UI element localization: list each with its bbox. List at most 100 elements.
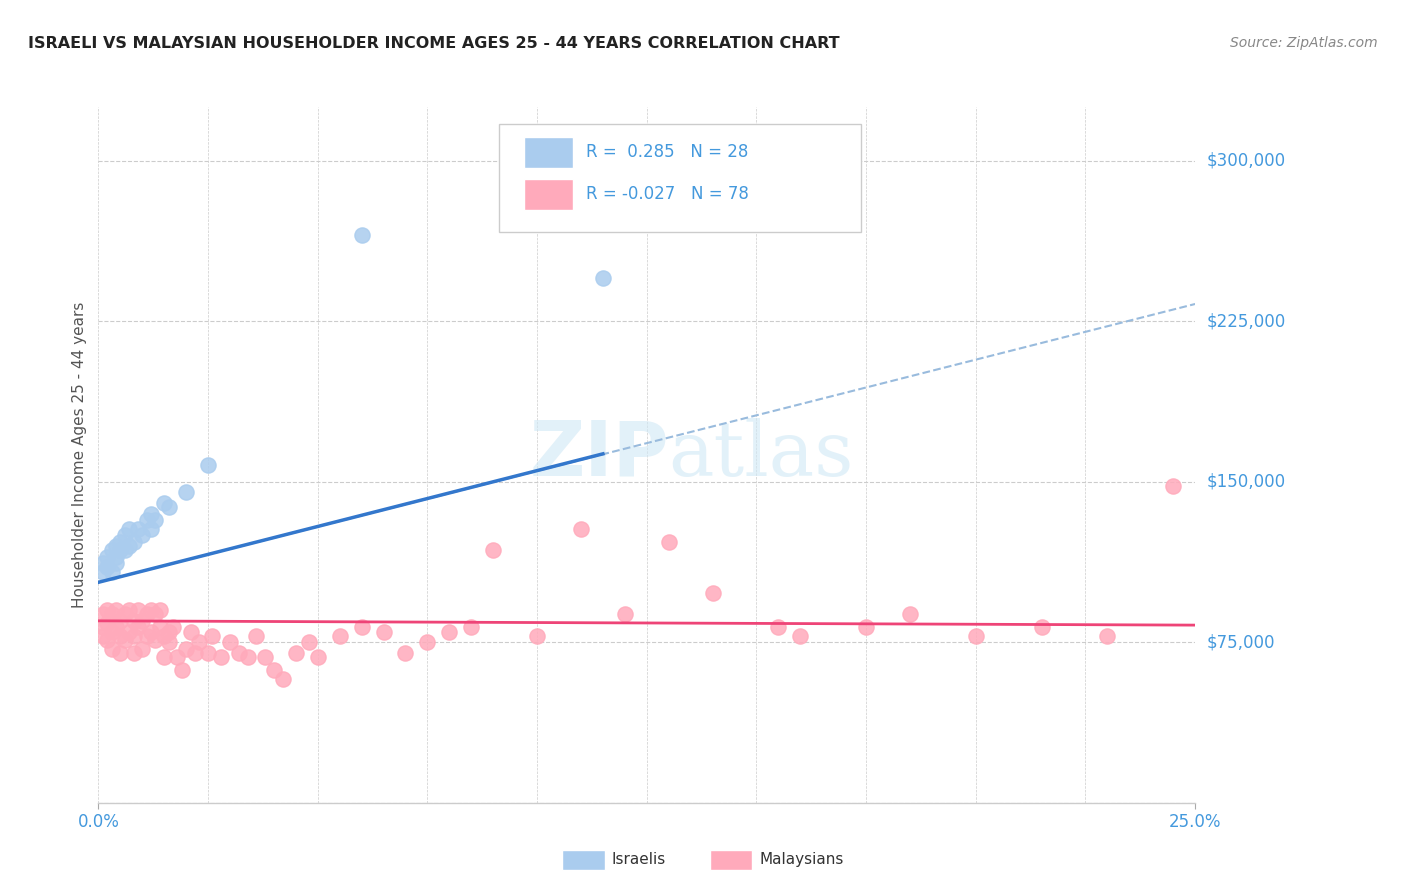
Text: Malaysians: Malaysians	[759, 853, 844, 867]
Point	[271, 672, 294, 686]
FancyBboxPatch shape	[524, 137, 574, 169]
Point	[416, 635, 439, 649]
Point	[96, 633, 118, 648]
Point	[197, 458, 219, 472]
Point	[110, 629, 132, 643]
Point	[768, 620, 790, 634]
Point	[91, 556, 114, 570]
Point	[228, 646, 250, 660]
Point	[201, 629, 224, 643]
Point	[118, 522, 141, 536]
Point	[91, 565, 114, 579]
Point	[145, 607, 167, 622]
Point	[298, 635, 321, 649]
Point	[145, 633, 167, 648]
Point	[965, 629, 987, 643]
Point	[110, 534, 132, 549]
Text: Israelis: Israelis	[612, 853, 666, 867]
Point	[110, 543, 132, 558]
Point	[139, 507, 162, 521]
Point	[122, 614, 145, 628]
Point	[166, 650, 188, 665]
Point	[91, 620, 114, 634]
Point	[96, 549, 118, 564]
Point	[114, 633, 136, 648]
Point	[91, 629, 114, 643]
Point	[96, 603, 118, 617]
Point	[307, 650, 329, 665]
Point	[110, 614, 132, 628]
Point	[110, 646, 132, 660]
Point	[131, 641, 153, 656]
Point	[131, 614, 153, 628]
Point	[197, 646, 219, 660]
Point	[184, 646, 207, 660]
Text: R = -0.027   N = 78: R = -0.027 N = 78	[586, 185, 749, 203]
Point	[145, 513, 167, 527]
Point	[104, 539, 127, 553]
Text: R =  0.285   N = 28: R = 0.285 N = 28	[586, 144, 749, 161]
Point	[149, 620, 172, 634]
Point	[174, 485, 197, 500]
Point	[898, 607, 921, 622]
Point	[439, 624, 461, 639]
Point	[114, 607, 136, 622]
FancyBboxPatch shape	[524, 178, 574, 210]
Text: ZIP: ZIP	[529, 418, 669, 491]
Point	[149, 603, 172, 617]
Text: atlas: atlas	[669, 418, 853, 491]
Point	[122, 629, 145, 643]
FancyBboxPatch shape	[499, 124, 860, 232]
Point	[209, 650, 232, 665]
Point	[482, 543, 505, 558]
Point	[1031, 620, 1053, 634]
Point	[96, 560, 118, 574]
Point	[460, 620, 482, 634]
Point	[569, 522, 592, 536]
Point	[122, 534, 145, 549]
Point	[127, 522, 149, 536]
Point	[329, 629, 352, 643]
Point	[135, 513, 157, 527]
Text: $225,000: $225,000	[1206, 312, 1285, 330]
Point	[170, 663, 193, 677]
Point	[100, 565, 122, 579]
Point	[139, 624, 162, 639]
Point	[139, 603, 162, 617]
Point	[114, 528, 136, 542]
Text: Source: ZipAtlas.com: Source: ZipAtlas.com	[1230, 36, 1378, 50]
Point	[100, 641, 122, 656]
Point	[350, 620, 373, 634]
Point	[263, 663, 285, 677]
Point	[394, 646, 416, 660]
Point	[104, 556, 127, 570]
Text: $300,000: $300,000	[1206, 152, 1285, 169]
Point	[157, 624, 180, 639]
Point	[284, 646, 307, 660]
Point	[118, 603, 141, 617]
Point	[135, 629, 157, 643]
Point	[162, 620, 184, 634]
Point	[153, 629, 176, 643]
Point	[1161, 479, 1184, 493]
Point	[526, 629, 548, 643]
Point	[104, 549, 127, 564]
Point	[188, 635, 211, 649]
Point	[592, 271, 614, 285]
Point	[127, 620, 149, 634]
Point	[122, 646, 145, 660]
Text: ISRAELI VS MALAYSIAN HOUSEHOLDER INCOME AGES 25 - 44 YEARS CORRELATION CHART: ISRAELI VS MALAYSIAN HOUSEHOLDER INCOME …	[28, 36, 839, 51]
Point	[91, 607, 114, 622]
Point	[139, 522, 162, 536]
Point	[219, 635, 242, 649]
Point	[100, 607, 122, 622]
Point	[174, 641, 197, 656]
Point	[658, 534, 681, 549]
Point	[157, 500, 180, 515]
Point	[118, 539, 141, 553]
Point	[131, 528, 153, 542]
Point	[1097, 629, 1119, 643]
Point	[254, 650, 277, 665]
Point	[100, 624, 122, 639]
Point	[153, 496, 176, 510]
